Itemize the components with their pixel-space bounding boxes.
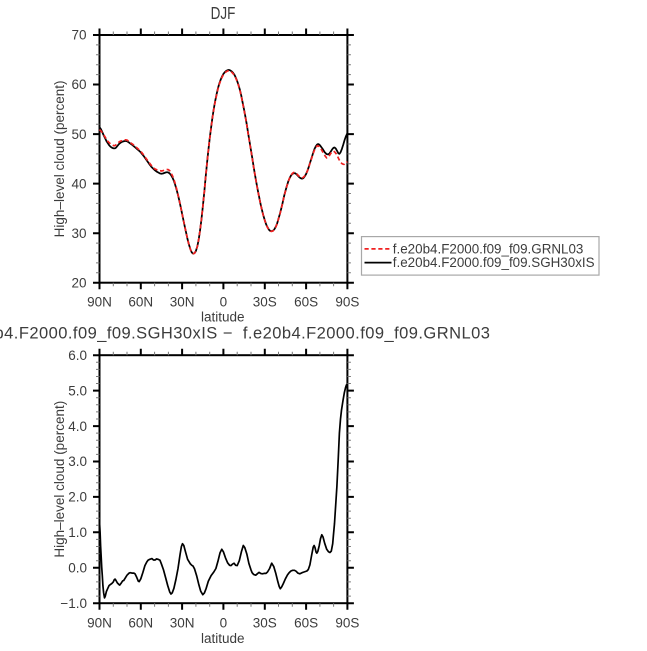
svg-text:1.0: 1.0: [68, 525, 87, 540]
svg-text:30S: 30S: [253, 615, 277, 630]
svg-text:60S: 60S: [294, 294, 318, 309]
svg-text:60N: 60N: [128, 615, 153, 630]
svg-text:−1.0: −1.0: [60, 596, 87, 611]
svg-text:70: 70: [71, 28, 86, 43]
svg-text:High–level cloud (percent): High–level cloud (percent): [52, 401, 67, 558]
svg-text:0: 0: [220, 615, 228, 630]
svg-text:High–level cloud (percent): High–level cloud (percent): [52, 80, 67, 237]
svg-text:3.0: 3.0: [68, 454, 87, 469]
svg-text:latitude: latitude: [201, 310, 245, 325]
svg-text:90S: 90S: [335, 294, 359, 309]
svg-text:f.e20b4.F2000.f09_f09.GRNL03: f.e20b4.F2000.f09_f09.GRNL03: [393, 241, 584, 256]
svg-text:90N: 90N: [87, 294, 112, 309]
svg-text:50: 50: [71, 127, 86, 142]
svg-text:6.0: 6.0: [68, 348, 87, 363]
svg-text:4.0: 4.0: [68, 419, 87, 434]
svg-text:DJF: DJF: [211, 5, 236, 24]
svg-text:60: 60: [71, 77, 86, 92]
svg-text:f.e20b4.F2000.f09_f09.SGH30xIS: f.e20b4.F2000.f09_f09.SGH30xIS − f.e20b4…: [0, 325, 490, 343]
svg-text:90N: 90N: [87, 615, 112, 630]
svg-text:5.0: 5.0: [68, 383, 87, 398]
svg-text:30S: 30S: [253, 294, 277, 309]
svg-text:40: 40: [71, 176, 86, 191]
svg-text:30: 30: [71, 226, 86, 241]
svg-text:60S: 60S: [294, 615, 318, 630]
svg-text:30N: 30N: [170, 294, 195, 309]
svg-text:latitude: latitude: [201, 631, 245, 646]
svg-text:90S: 90S: [335, 615, 359, 630]
svg-text:20: 20: [71, 275, 86, 290]
svg-text:0.0: 0.0: [68, 561, 87, 576]
svg-text:0: 0: [220, 294, 228, 309]
svg-text:2.0: 2.0: [68, 490, 87, 505]
svg-text:60N: 60N: [128, 294, 153, 309]
svg-text:30N: 30N: [170, 615, 195, 630]
svg-text:f.e20b4.F2000.f09_f09.SGH30xIS: f.e20b4.F2000.f09_f09.SGH30xIS: [393, 255, 595, 270]
